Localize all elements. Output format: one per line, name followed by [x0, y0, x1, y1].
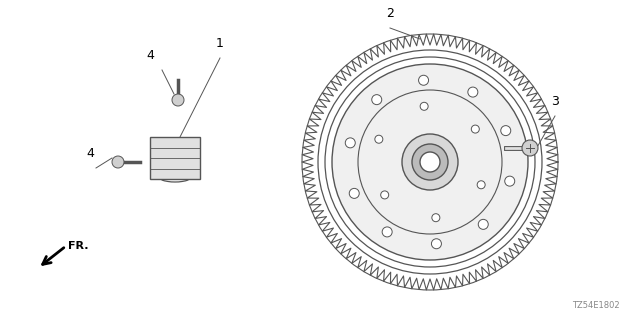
- Text: FR.: FR.: [68, 241, 88, 251]
- Circle shape: [412, 144, 448, 180]
- Circle shape: [419, 75, 429, 85]
- Text: 4: 4: [146, 49, 154, 62]
- Text: TZ54E1802: TZ54E1802: [572, 301, 620, 310]
- Circle shape: [375, 135, 383, 143]
- Circle shape: [505, 176, 515, 186]
- Text: 4: 4: [86, 147, 94, 160]
- Circle shape: [349, 188, 359, 198]
- Circle shape: [172, 94, 184, 106]
- Circle shape: [372, 95, 381, 105]
- Circle shape: [112, 156, 124, 168]
- Circle shape: [381, 191, 388, 199]
- Circle shape: [432, 214, 440, 222]
- Circle shape: [468, 87, 478, 97]
- Circle shape: [345, 138, 355, 148]
- Circle shape: [420, 152, 440, 172]
- Circle shape: [382, 227, 392, 237]
- Text: 1: 1: [216, 37, 224, 50]
- Circle shape: [477, 181, 485, 189]
- Text: 2: 2: [386, 7, 394, 20]
- Circle shape: [522, 140, 538, 156]
- Circle shape: [471, 125, 479, 133]
- Circle shape: [332, 64, 528, 260]
- Circle shape: [431, 239, 442, 249]
- Circle shape: [500, 126, 511, 136]
- Text: 3: 3: [551, 95, 559, 108]
- Circle shape: [478, 219, 488, 229]
- Circle shape: [402, 134, 458, 190]
- FancyBboxPatch shape: [150, 137, 200, 179]
- Circle shape: [420, 102, 428, 110]
